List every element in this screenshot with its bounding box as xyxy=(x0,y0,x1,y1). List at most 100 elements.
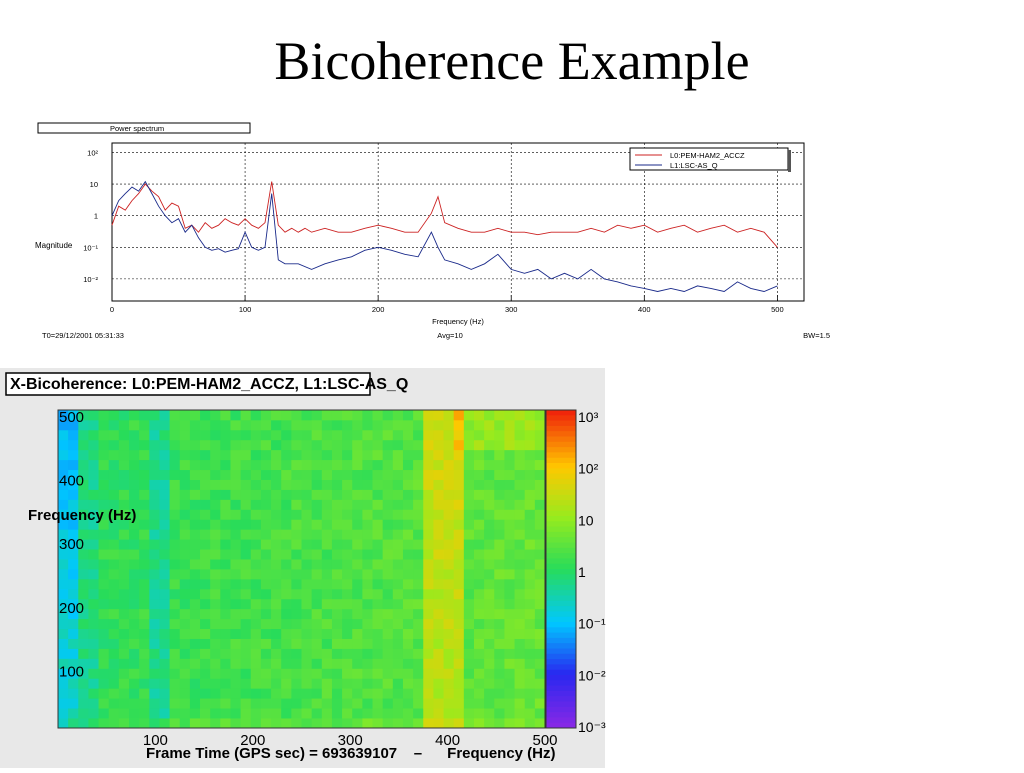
heatmap-cell xyxy=(291,668,302,679)
heatmap-cell xyxy=(200,529,211,540)
heatmap-cell xyxy=(413,668,424,679)
heatmap-cell xyxy=(271,559,282,570)
heatmap-cell xyxy=(250,708,262,719)
heatmap-cell xyxy=(68,718,79,729)
heatmap-cell xyxy=(98,439,110,451)
heatmap-cell xyxy=(484,559,495,570)
heatmap-cell xyxy=(250,499,262,510)
heatmap-cell xyxy=(220,569,231,580)
heatmap-cell xyxy=(524,678,536,689)
heatmap-cell xyxy=(494,499,505,510)
heatmap-cell xyxy=(88,569,99,580)
heatmap-cell xyxy=(413,489,424,500)
heatmap-cell xyxy=(311,618,323,630)
heatmap-cell xyxy=(78,549,89,560)
heatmap-cell xyxy=(504,410,515,421)
heatmap-cell xyxy=(291,509,302,520)
heatmap-cell xyxy=(514,569,526,580)
heatmap-cell xyxy=(473,489,485,500)
heatmap-cell xyxy=(149,658,160,669)
heatmap-cell xyxy=(321,628,333,639)
footer-bw: BW=1.5 xyxy=(803,331,830,340)
heatmap-cell xyxy=(200,419,211,431)
heatmap-cell xyxy=(413,678,424,689)
heatmap-cell xyxy=(321,469,333,480)
heatmap-cell xyxy=(169,439,181,451)
heatmap-cell xyxy=(301,608,313,620)
heatmap-cell xyxy=(423,618,434,630)
heatmap-cell xyxy=(321,459,333,471)
heatmap-cell xyxy=(149,608,160,620)
heatmap-cell xyxy=(159,549,171,560)
heatmap-cell xyxy=(443,469,455,480)
heatmap-cell xyxy=(210,688,221,699)
heatmap-cell xyxy=(291,489,302,500)
heatmap-cell xyxy=(179,439,191,451)
heatmap-cell xyxy=(179,529,191,540)
heatmap-cell xyxy=(423,549,434,560)
heatmap-cell xyxy=(494,688,505,699)
heatmap-cell xyxy=(423,678,434,689)
heatmap-cell xyxy=(260,529,272,540)
heatmap-cell xyxy=(362,419,373,431)
heatmap-cell xyxy=(331,688,343,699)
heatmap-cell xyxy=(210,608,221,620)
heatmap-cell xyxy=(352,549,363,560)
heatmap-cell xyxy=(494,439,505,451)
heatmap-cell xyxy=(98,559,110,570)
heatmap-cell xyxy=(484,449,495,461)
heatmap-cell xyxy=(362,658,373,669)
heatmap-cell xyxy=(189,509,201,520)
heatmap-cell xyxy=(392,459,404,471)
heatmap-cell xyxy=(321,499,333,510)
heatmap-cell xyxy=(413,608,424,620)
heatmap-cell xyxy=(534,638,546,649)
heatmap-cell xyxy=(534,678,546,689)
heatmap-cell xyxy=(311,539,323,550)
heatmap-cell xyxy=(342,429,353,441)
heatmap-cell xyxy=(118,549,130,560)
heatmap-cell xyxy=(98,608,110,620)
heatmap-cell xyxy=(372,678,384,689)
heatmap-cell xyxy=(291,539,302,550)
heatmap-cell xyxy=(58,539,69,550)
heatmap-cell xyxy=(321,410,333,421)
heatmap-cell xyxy=(524,578,536,590)
heatmap-cell xyxy=(220,459,231,471)
heatmap-cell xyxy=(534,588,546,600)
heatmap-cell xyxy=(352,648,363,659)
heatmap-cell xyxy=(453,628,465,639)
heatmap-cell xyxy=(250,638,262,649)
heatmap-cell xyxy=(139,489,150,500)
heatmap-cell xyxy=(301,638,313,649)
heatmap-cell xyxy=(200,499,211,510)
heatmap-cell xyxy=(210,628,221,639)
heatmap-cell xyxy=(260,509,272,520)
heatmap-cell xyxy=(413,578,424,590)
heatmap-cell xyxy=(372,439,384,451)
heatmap-cell xyxy=(291,578,302,590)
heatmap-cell xyxy=(250,469,262,480)
heatmap-cell xyxy=(443,598,455,610)
heatmap-cell xyxy=(484,668,495,679)
heatmap-cell xyxy=(443,658,455,669)
heatmap-cell xyxy=(291,648,302,659)
heatmap-cell xyxy=(58,708,69,719)
heatmap-cell xyxy=(524,618,536,630)
heatmap-cell xyxy=(362,549,373,560)
heatmap-cell xyxy=(118,608,130,620)
heatmap-cell xyxy=(392,519,404,530)
heatmap-cell xyxy=(463,429,475,441)
heatmap-cell xyxy=(240,509,252,520)
heatmap-cell xyxy=(78,648,89,659)
x-tick-label: 0 xyxy=(110,305,114,314)
heatmap-cell xyxy=(220,658,231,669)
heatmap-cell xyxy=(210,419,221,431)
heatmap-cell xyxy=(68,410,79,421)
heatmap-cell xyxy=(169,608,181,620)
heatmap-cell xyxy=(473,708,485,719)
y-axis-label: Magnitude xyxy=(35,241,73,250)
heatmap-cell xyxy=(118,578,130,590)
heatmap-cell xyxy=(179,628,191,639)
heatmap-cell xyxy=(98,469,110,480)
